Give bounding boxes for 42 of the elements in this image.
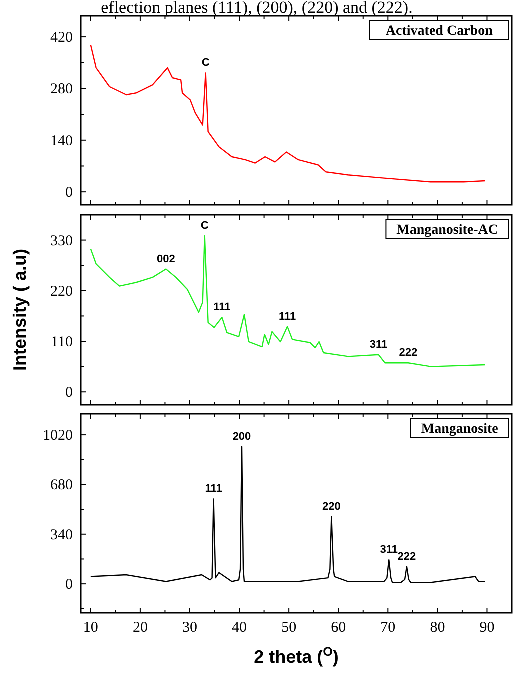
line-series <box>90 236 486 368</box>
y-tick-label: 280 <box>50 82 73 98</box>
x-axis-title: 2 theta ($^{O}$) <box>254 645 339 667</box>
x-tick-label: 80 <box>430 620 446 636</box>
y-tick-label: 330 <box>50 233 73 250</box>
annotation: 220 <box>322 500 341 513</box>
x-tick-label: 90 <box>480 620 495 636</box>
annotation: C <box>202 57 210 70</box>
x-tick-label: 20 <box>132 620 148 636</box>
text: Activated Carbon <box>386 24 494 39</box>
y-tick-label: 0 <box>66 185 73 202</box>
y-tick-label: 1020 <box>43 428 73 444</box>
annotation: 311 <box>370 338 388 351</box>
annotation: 002 <box>157 253 176 266</box>
x-tick-label: 40 <box>232 620 248 636</box>
line-series <box>90 44 486 183</box>
y-tick-label: 0 <box>66 385 73 402</box>
text: Manganosite <box>421 422 498 437</box>
annotation: 311 <box>380 544 398 556</box>
x-tick-label: 70 <box>380 620 396 636</box>
x-tick-label: 60 <box>331 620 346 636</box>
annotation: 200 <box>232 430 252 443</box>
annotation: C <box>200 220 209 232</box>
annotation: 111 <box>214 302 231 314</box>
x-tick-label: 50 <box>282 620 297 636</box>
x-tick-label: 10 <box>83 620 98 636</box>
line-series <box>90 446 486 584</box>
y-axis-title: Intensity ( a.u) <box>10 248 30 372</box>
annotation: 222 <box>398 550 416 563</box>
text: Manganosite-AC <box>396 223 499 238</box>
y-tick-label: 680 <box>50 478 73 494</box>
annotation: 111 <box>279 310 296 323</box>
annotation: 111 <box>205 483 222 496</box>
y-tick-label: 340 <box>50 527 73 544</box>
annotation: 222 <box>399 347 418 360</box>
annotation: eflection planes (111), (200), (220) and (222). <box>101 0 413 17</box>
y-tick-label: 110 <box>51 334 73 351</box>
x-tick-label: 30 <box>182 620 198 636</box>
y-tick-label: 140 <box>50 133 73 150</box>
y-tick-label: 220 <box>50 284 73 300</box>
y-tick-label: 0 <box>66 577 73 594</box>
y-tick-label: 420 <box>50 30 73 46</box>
